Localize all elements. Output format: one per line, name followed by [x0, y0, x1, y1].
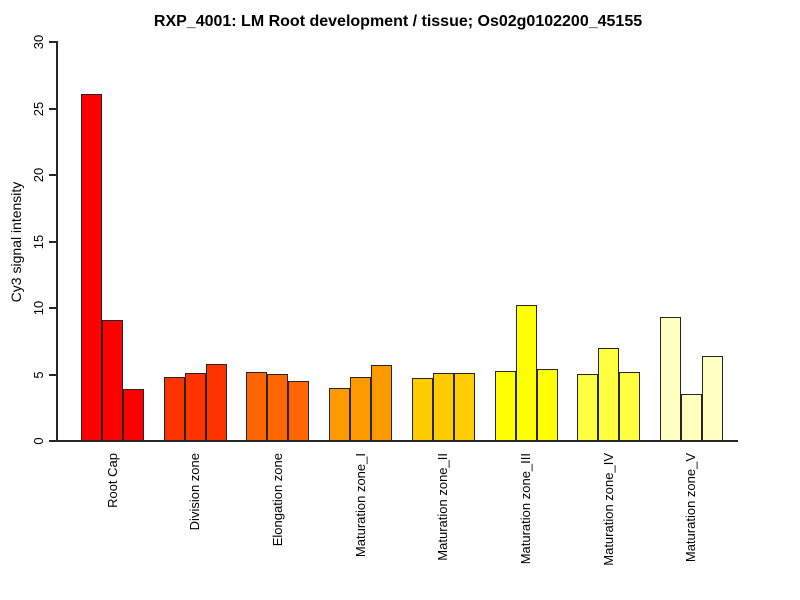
bar-5-2 — [433, 373, 454, 441]
x-category-label: Elongation zone — [270, 453, 285, 547]
x-category-label: Root Cap — [105, 453, 120, 508]
bar-2-1 — [164, 377, 185, 441]
x-category-label: Division zone — [187, 453, 202, 531]
y-axis-tick — [49, 108, 56, 110]
bar-8-3 — [702, 356, 723, 441]
y-axis-line — [56, 41, 58, 442]
x-category-label: Maturation zone_II — [435, 453, 450, 561]
bar-1-3 — [123, 389, 144, 441]
bar-2-3 — [206, 364, 227, 441]
bar-8-1 — [660, 317, 681, 441]
y-axis-tick — [49, 440, 56, 442]
bar-3-3 — [288, 381, 309, 441]
y-axis-tick — [49, 374, 56, 376]
y-tick-label: 10 — [31, 300, 46, 316]
bar-1-1 — [81, 94, 102, 441]
bar-5-3 — [454, 373, 475, 441]
y-tick-label: 30 — [31, 34, 46, 50]
y-axis-label: Cy3 signal intensity — [8, 181, 24, 303]
bar-7-1 — [577, 374, 598, 441]
bar-7-2 — [598, 348, 619, 441]
bar-5-1 — [412, 378, 433, 441]
bar-6-3 — [537, 369, 558, 441]
x-category-label: Maturation zone_III — [518, 453, 533, 565]
y-axis-tick — [49, 41, 56, 43]
y-axis-tick — [49, 307, 56, 309]
bar-3-1 — [246, 372, 267, 441]
bar-6-2 — [516, 305, 537, 441]
x-category-label: Maturation zone_V — [683, 453, 698, 563]
bar-3-2 — [267, 374, 288, 441]
bar-7-3 — [619, 372, 640, 441]
bar-6-1 — [495, 371, 516, 441]
y-tick-label: 0 — [31, 437, 46, 445]
x-category-label: Maturation zone_I — [353, 453, 368, 558]
y-axis-tick — [49, 174, 56, 176]
y-tick-label: 5 — [31, 371, 46, 379]
bar-2-2 — [185, 373, 206, 441]
bar-8-2 — [681, 394, 702, 441]
bar-4-2 — [350, 377, 371, 441]
x-axis-line — [56, 440, 738, 442]
y-tick-label: 25 — [31, 101, 46, 117]
y-axis-tick — [49, 241, 56, 243]
y-tick-label: 15 — [31, 234, 46, 250]
x-category-label: Maturation zone_IV — [601, 453, 616, 566]
bar-4-3 — [371, 365, 392, 441]
bar-4-1 — [329, 388, 350, 441]
y-tick-label: 20 — [31, 167, 46, 183]
chart-title: RXP_4001: LM Root development / tissue; … — [153, 13, 643, 30]
bar-1-2 — [102, 320, 123, 441]
